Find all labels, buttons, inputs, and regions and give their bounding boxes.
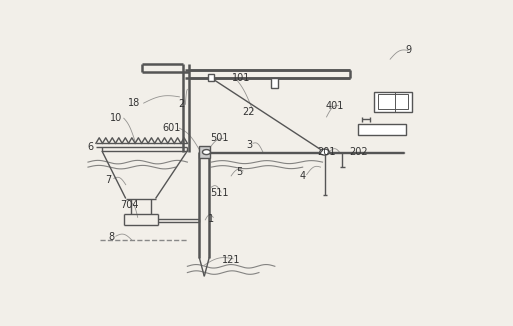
Circle shape <box>203 150 210 155</box>
Bar <box>374 92 412 112</box>
Text: 401: 401 <box>325 101 344 111</box>
Bar <box>199 146 210 158</box>
Text: 9: 9 <box>405 45 411 55</box>
Text: 22: 22 <box>243 107 255 117</box>
Text: 201: 201 <box>317 147 336 157</box>
Text: 3: 3 <box>246 140 252 150</box>
Text: 202: 202 <box>349 147 368 157</box>
Text: 8: 8 <box>109 232 115 243</box>
Text: 501: 501 <box>210 133 228 143</box>
Bar <box>271 78 279 88</box>
Text: 4: 4 <box>300 171 306 181</box>
Text: 601: 601 <box>162 123 181 133</box>
Text: 101: 101 <box>232 73 250 83</box>
Text: 2: 2 <box>179 99 185 110</box>
Text: 6: 6 <box>87 142 93 152</box>
Bar <box>378 94 408 110</box>
Text: 121: 121 <box>222 255 241 265</box>
Text: 10: 10 <box>110 113 122 123</box>
Text: 1: 1 <box>208 214 214 224</box>
Bar <box>358 125 406 135</box>
Bar <box>208 74 214 81</box>
Text: 511: 511 <box>210 188 228 199</box>
Text: 5: 5 <box>236 167 242 177</box>
Text: 7: 7 <box>105 175 111 185</box>
Text: 704: 704 <box>121 200 139 210</box>
Circle shape <box>320 149 329 155</box>
Text: 18: 18 <box>128 98 140 108</box>
